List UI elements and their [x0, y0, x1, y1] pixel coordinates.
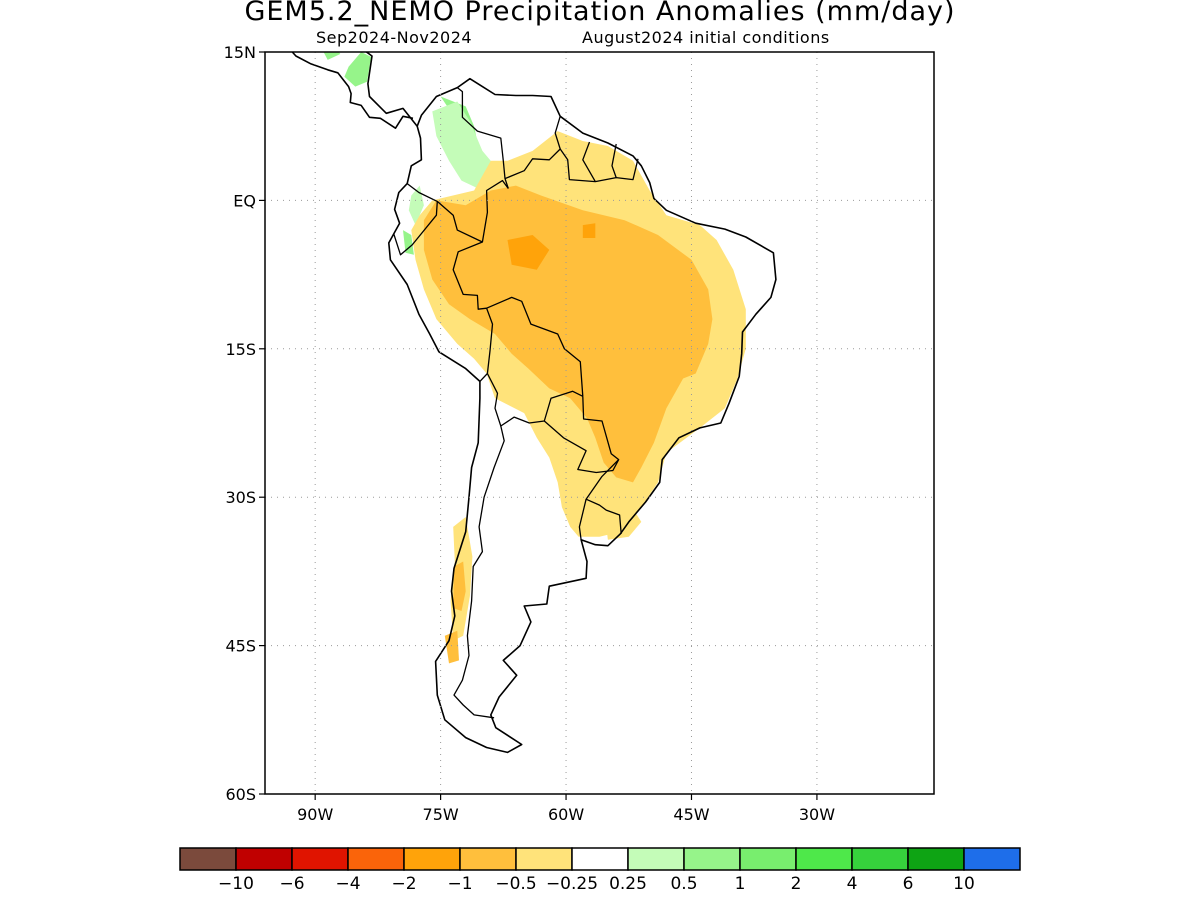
anomaly-region-neg-strong — [507, 235, 550, 270]
country-border — [611, 143, 617, 178]
country-border — [504, 116, 561, 180]
colorbar-label: −0.25 — [546, 874, 598, 894]
anomaly-region-neg-weak — [603, 502, 642, 540]
colorbar-label: 1 — [735, 874, 746, 894]
lon-tick-label: 45W — [673, 805, 709, 824]
colorbar-label: −4 — [335, 874, 360, 894]
anomaly-region-pos-mid — [344, 52, 372, 87]
lat-tick-label: 15N — [224, 43, 256, 62]
lon-tick-label: 60W — [548, 805, 584, 824]
south-america-coastline — [387, 77, 777, 754]
anomaly-region-pos-weak — [408, 185, 424, 226]
colorbar-swatch — [403, 847, 461, 871]
colorbar-label: 10 — [953, 874, 975, 894]
colorbar-label: −1 — [447, 874, 472, 894]
anomaly-region-pos-mid — [403, 230, 414, 255]
colorbar: −10 −6 −4 −2 −1 −0.5 −0.25 0.25 0.5 1 2 4 6 10 — [179, 847, 1021, 894]
colorbar-swatch — [963, 847, 1021, 871]
anomaly-region-neg-mid — [423, 185, 713, 483]
colorbar-label: 2 — [791, 874, 802, 894]
chart-title: GEM5.2_NEMO Precipitation Anomalies (mm/… — [244, 0, 956, 27]
colorbar-swatch — [739, 847, 797, 871]
colorbar-label: −2 — [391, 874, 416, 894]
country-border — [456, 87, 509, 189]
country-border — [486, 296, 584, 397]
colorbar-swatch — [459, 847, 517, 871]
country-border — [582, 141, 596, 182]
colorbar-label: −0.5 — [495, 874, 536, 894]
colorbar-swatch — [179, 847, 237, 871]
anomaly-region-pos-weak — [432, 101, 500, 191]
anomaly-region-neg-strong — [582, 223, 596, 238]
colorbar-swatch — [627, 847, 685, 871]
country-border — [453, 425, 505, 719]
colorbar-swatch — [795, 847, 853, 871]
colorbar-label: 0.5 — [670, 874, 697, 894]
country-border — [585, 459, 622, 534]
colorbar-label: 6 — [903, 874, 914, 894]
colorbar-label: 4 — [847, 874, 858, 894]
colorbar-swatch — [235, 847, 293, 871]
colorbar-label: −6 — [279, 874, 304, 894]
country-border — [479, 307, 494, 382]
colorbar-label: −10 — [218, 874, 254, 894]
lat-tick-label: 30S — [225, 488, 256, 507]
lon-tick-label: 30W — [799, 805, 835, 824]
lat-tick-label: 60S — [225, 785, 256, 804]
lon-tick-label: 75W — [423, 805, 459, 824]
colorbar-swatch — [907, 847, 965, 871]
lat-tick-label: 15S — [225, 340, 256, 359]
country-border — [543, 396, 620, 474]
map-frame — [264, 51, 935, 795]
colorbar-swatch — [683, 847, 741, 871]
lat-tick-label: EQ — [233, 191, 256, 210]
initial-conditions: August2024 initial conditions — [582, 28, 830, 47]
colorbar-swatch — [571, 847, 629, 871]
country-border — [481, 179, 509, 243]
country-border — [486, 373, 584, 427]
country-border — [393, 183, 438, 256]
lat-tick-label: 45S — [225, 637, 256, 656]
central-america-coastline — [291, 52, 418, 129]
anomaly-region-pos-mid — [323, 52, 341, 60]
lon-tick-label: 90W — [297, 805, 333, 824]
colorbar-swatch — [851, 847, 909, 871]
anomaly-region-neg-mid — [453, 561, 466, 611]
colorbar-swatch — [347, 847, 405, 871]
country-border — [578, 499, 587, 540]
forecast-period: Sep2024-Nov2024 — [316, 28, 473, 47]
colorbar-swatch — [291, 847, 349, 871]
anomaly-region-neg-mid — [444, 630, 459, 664]
colorbar-swatch — [515, 847, 573, 871]
colorbar-label: 0.25 — [609, 874, 647, 894]
country-border — [436, 200, 487, 310]
